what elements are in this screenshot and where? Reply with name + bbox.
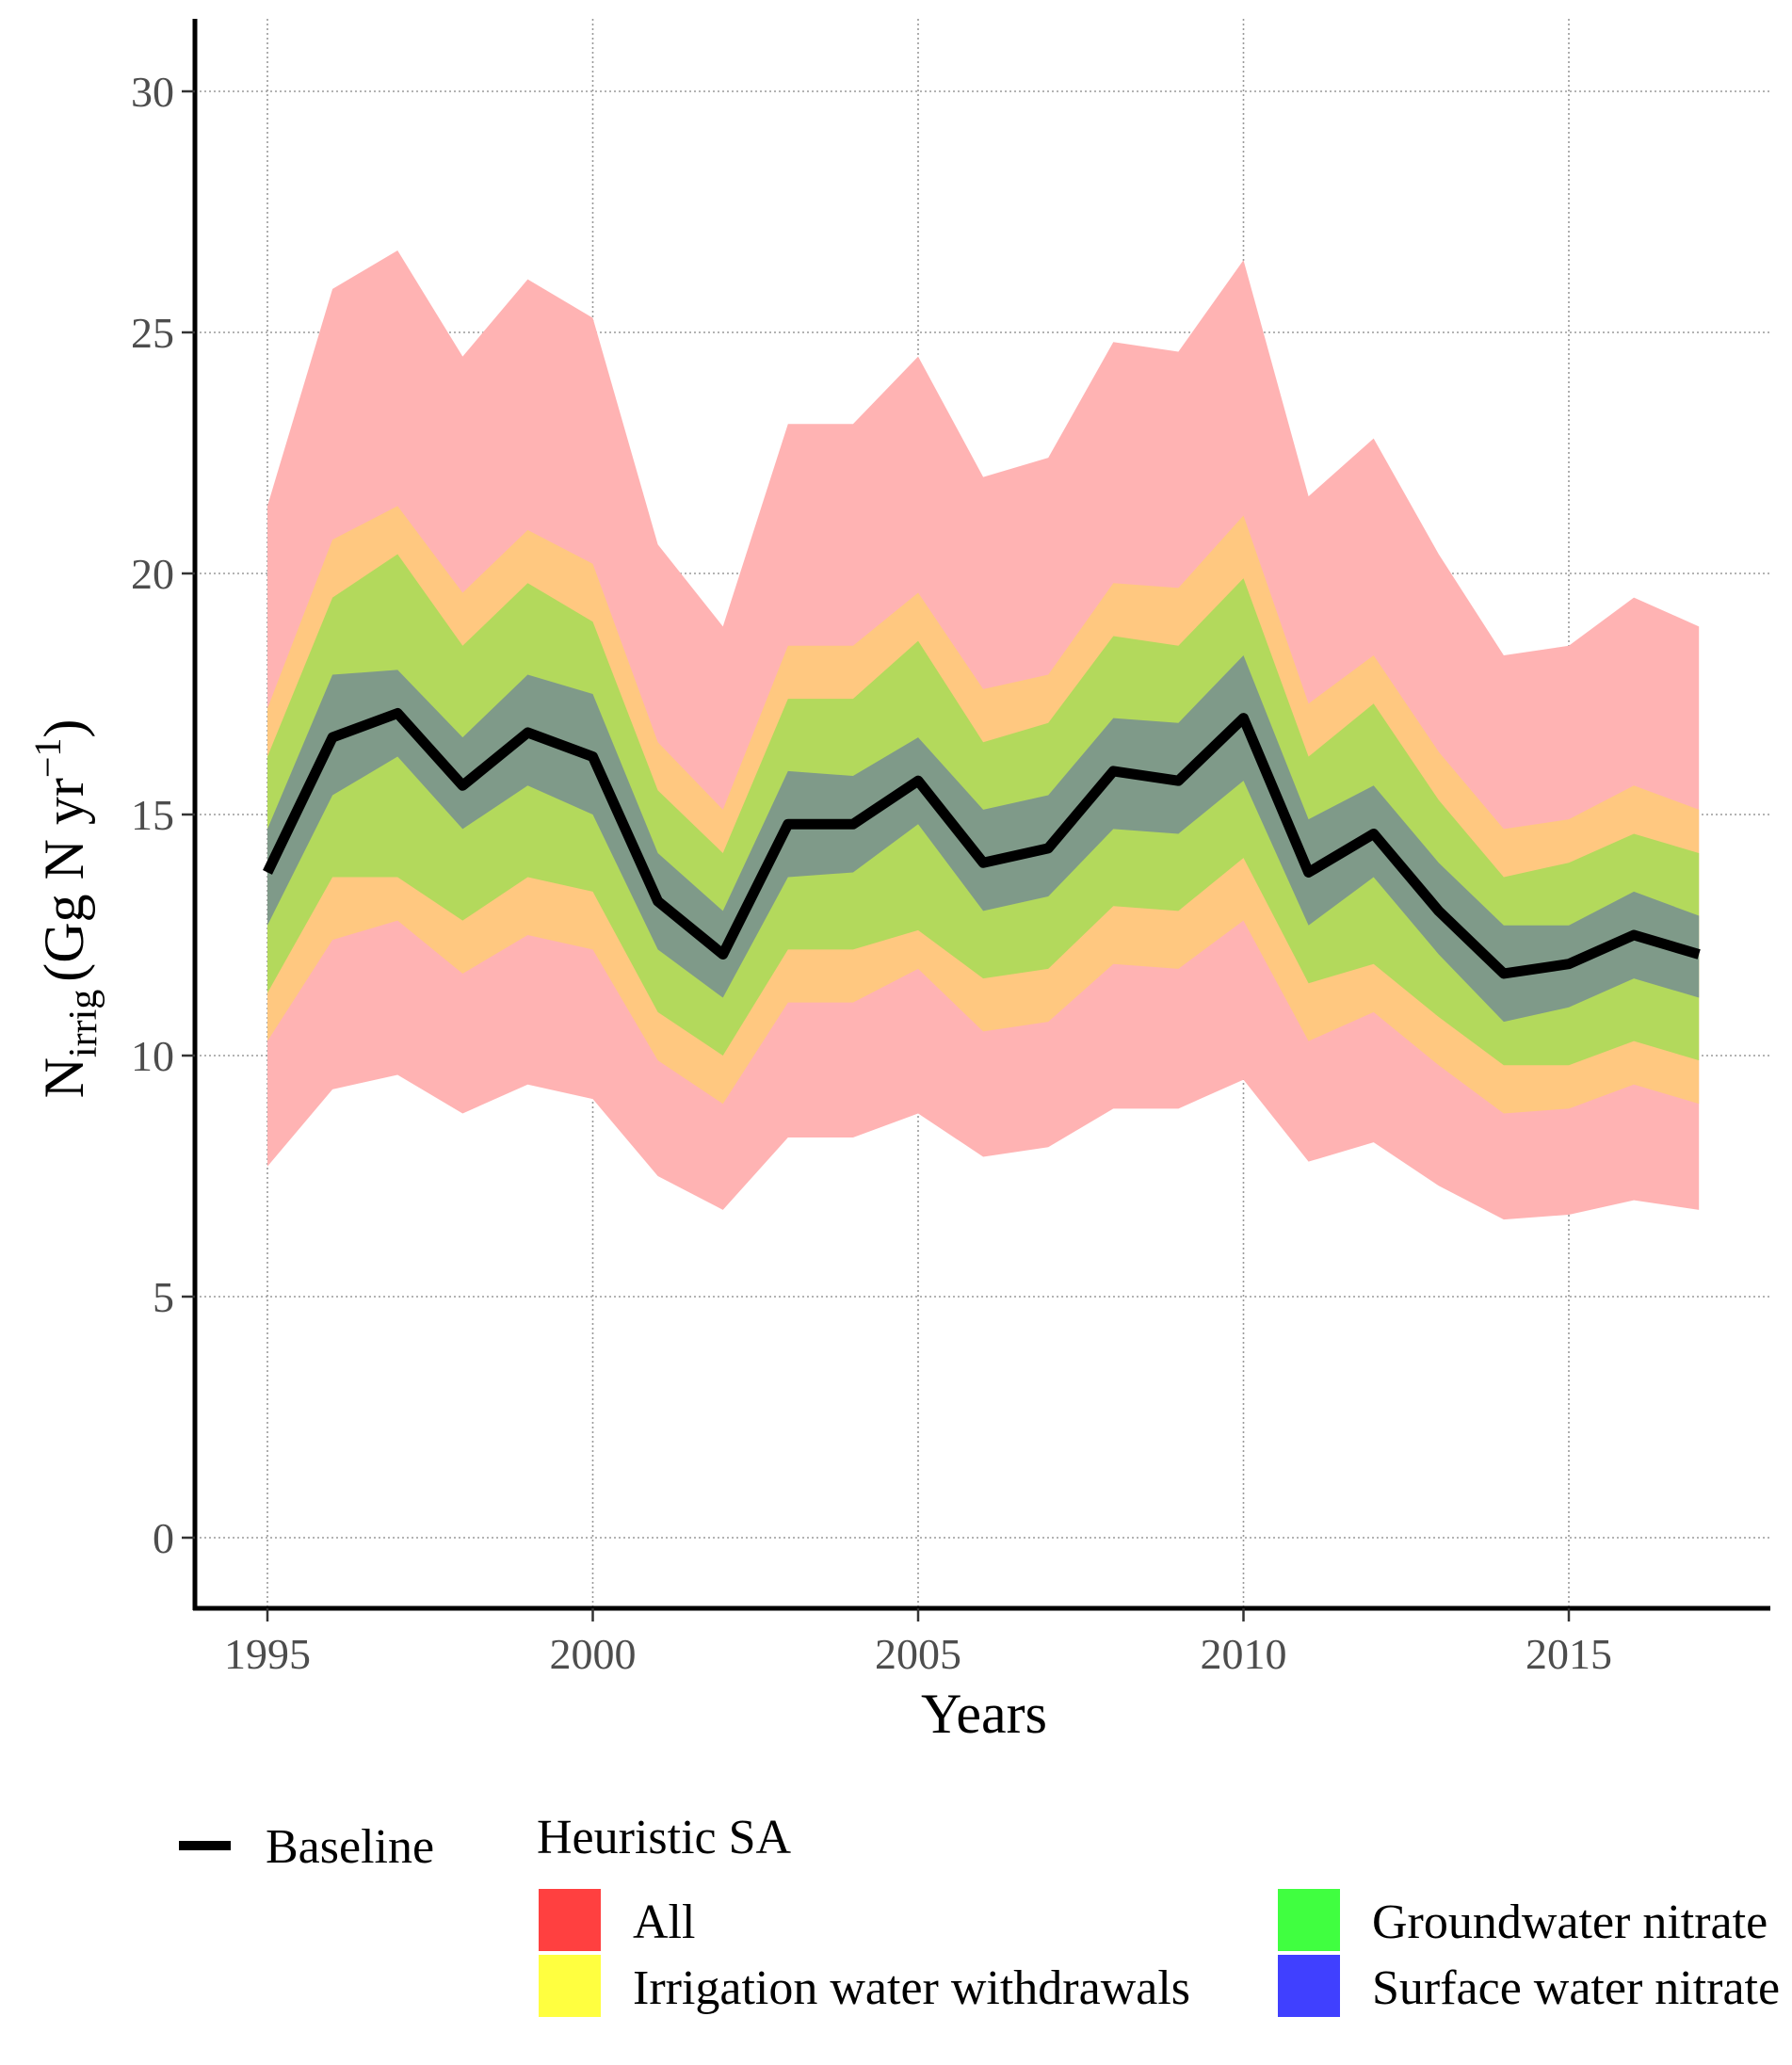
baseline-line — [263, 707, 1701, 979]
x-tick-label-2005: 2005 — [875, 1630, 961, 1678]
legend-baseline-label: Baseline — [266, 1820, 434, 1874]
ribbon-layer — [267, 250, 1700, 1220]
y-axis-title: Nirrig (Gg N yr−1) — [26, 719, 105, 1099]
legend-label-irrigation: Irrigation water withdrawals — [633, 1961, 1190, 2015]
y-axis-title-superscript: −1 — [26, 738, 69, 779]
y-tick-label-0: 0 — [153, 1514, 174, 1562]
y-axis-title-subscript: irrig — [62, 990, 105, 1057]
x-tick-label-2000: 2000 — [550, 1630, 637, 1678]
legend-label-groundwater: Groundwater nitrate — [1372, 1896, 1768, 1949]
legend-fill-title: Heuristic SA — [537, 1811, 792, 1864]
y-axis-title-unit-open: (Gg N yr — [33, 778, 95, 982]
legend-swatch-irrigation — [539, 1955, 601, 2017]
legend-label-surface: Surface water nitrate — [1372, 1961, 1780, 2015]
y-tick-label-10: 10 — [131, 1032, 174, 1080]
axis-layer: 0 5 10 15 20 25 30 1995 2000 2005 2010 2015 — [131, 19, 1770, 1678]
y-axis-title-base: N — [33, 1057, 95, 1098]
x-tick-label-1995: 1995 — [224, 1630, 311, 1678]
legend: Baseline Heuristic SA All Irrigation wat… — [179, 1811, 1780, 2017]
legend-swatch-surface — [1278, 1955, 1340, 2017]
legend-swatch-groundwater — [1278, 1889, 1340, 1951]
legend-label-all: All — [633, 1896, 695, 1949]
y-tick-label-30: 30 — [131, 68, 174, 116]
y-tick-label-25: 25 — [131, 309, 174, 357]
y-tick-label-15: 15 — [131, 791, 174, 839]
legend-swatch-all — [539, 1889, 601, 1951]
ribbon-surface-water-nitrate — [267, 655, 1700, 1023]
x-tick-label-2015: 2015 — [1526, 1630, 1612, 1678]
x-tick-label-2010: 2010 — [1201, 1630, 1287, 1678]
y-tick-label-5: 5 — [153, 1273, 174, 1321]
y-tick-label-20: 20 — [131, 550, 174, 598]
y-axis-title-unit-close: ) — [33, 719, 95, 738]
line-layer — [263, 707, 1701, 979]
x-axis-title: Years — [921, 1683, 1047, 1745]
